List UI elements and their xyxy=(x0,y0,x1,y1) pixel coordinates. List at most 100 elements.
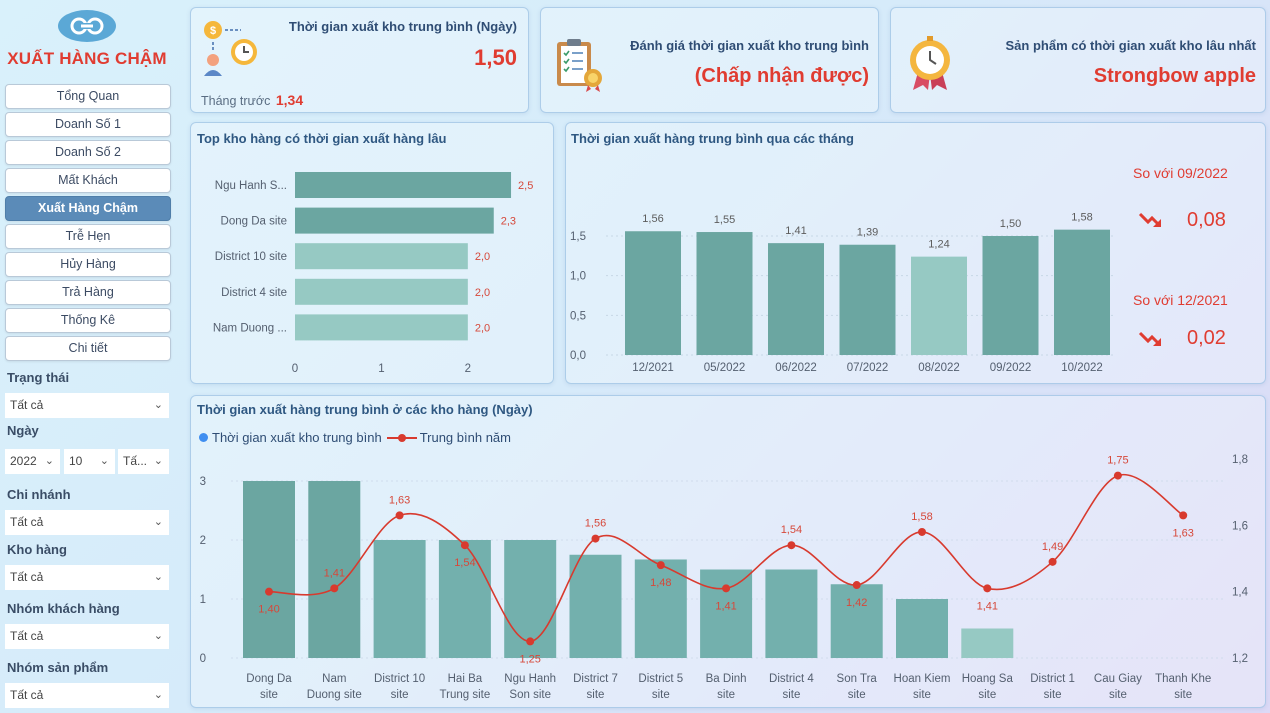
kpi-prev-month-label: Tháng trước xyxy=(201,94,271,108)
nav-button-7[interactable]: Trả Hàng xyxy=(5,280,171,305)
stopwatch-award-icon xyxy=(910,36,950,90)
kpi-prev-month-value: 1,34 xyxy=(275,92,304,108)
nav-button-4[interactable]: Xuất Hàng Chậm xyxy=(5,196,171,221)
filter-status-label: Trạng thái xyxy=(7,370,70,385)
y-right-tick-label: 1,4 xyxy=(1232,587,1249,599)
data-label: 1,39 xyxy=(857,227,878,239)
nav-button-9[interactable]: Chi tiết xyxy=(5,336,171,361)
sidebar: XUẤT HÀNG CHẬM Tổng Quan Doanh Số 1 Doanh … xyxy=(0,0,178,713)
x-tick-label: site xyxy=(1044,689,1062,701)
line-point xyxy=(918,527,926,536)
line-data-label: 1,54 xyxy=(781,524,802,536)
x-tick-label: Dong Da xyxy=(246,673,292,685)
x-tick-label: 08/2022 xyxy=(918,362,960,374)
filter-customer-group-select[interactable]: Tất cả ⌄ xyxy=(5,624,169,649)
line-point xyxy=(591,534,600,543)
y-tick-label: 1,0 xyxy=(570,271,586,283)
bar xyxy=(700,569,753,658)
y-right-tick-label: 1,6 xyxy=(1232,520,1248,532)
x-tick-label: Thanh Khe xyxy=(1155,673,1211,685)
line-data-label: 1,41 xyxy=(715,600,736,612)
nav-button-0[interactable]: Tổng Quan xyxy=(5,84,171,109)
line-point xyxy=(787,541,796,550)
legend-line-series: Trung bình năm xyxy=(419,430,511,445)
line-data-label: 1,63 xyxy=(389,494,410,506)
data-label: 2,5 xyxy=(518,180,533,192)
nav-button-8[interactable]: Thống Kê xyxy=(5,308,171,333)
y-left-tick-label: 0 xyxy=(200,653,206,665)
x-tick-label: 0 xyxy=(292,363,298,375)
legend-bar-series: Thời gian xuất kho trung bình xyxy=(212,430,382,445)
y-tick-label: District 10 site xyxy=(215,251,287,263)
filter-month-select[interactable]: 10 ⌄ xyxy=(64,449,115,474)
x-tick-label: 2 xyxy=(465,363,471,375)
nav-button-2[interactable]: Doanh Số 2 xyxy=(5,140,171,165)
x-tick-label: site xyxy=(1109,689,1127,701)
bar xyxy=(308,481,361,658)
filter-warehouse-select[interactable]: Tất cả ⌄ xyxy=(5,565,169,590)
chart-top-warehouses-plot: Ngu Hanh S... 2,5 Dong Da site 2,3 District … xyxy=(213,172,533,375)
filter-product-group-select[interactable]: Tất cả ⌄ xyxy=(5,683,169,708)
filter-year-select[interactable]: 2022 ⌄ xyxy=(5,449,60,474)
data-label: 2,0 xyxy=(475,322,490,334)
line-data-label: 1,42 xyxy=(846,597,867,609)
x-tick-label: site xyxy=(782,689,800,701)
x-tick-label: 06/2022 xyxy=(775,362,817,374)
bar xyxy=(243,481,295,658)
chart-monthly-time-title: Thời gian xuất hàng trung bình qua các t… xyxy=(571,131,854,146)
chart-monthly-time-plot: 0,0 0,5 1,0 1,5 1,56 12/2021 1,55 05/2022 1,41 06… xyxy=(570,212,1114,374)
x-tick-label: site xyxy=(978,689,996,701)
nav-button-1[interactable]: Doanh Số 1 xyxy=(5,112,171,137)
x-tick-label: site xyxy=(913,689,931,701)
chevron-down-icon: ⌄ xyxy=(153,516,163,528)
line-point xyxy=(330,584,339,593)
x-tick-label: site xyxy=(587,689,605,701)
data-label: 1,56 xyxy=(642,213,663,225)
x-tick-label: 12/2021 xyxy=(632,362,674,374)
bar xyxy=(625,231,681,355)
y-tick-label: Dong Da site xyxy=(221,216,287,228)
bar xyxy=(830,584,883,658)
filter-branch-select[interactable]: Tất cả ⌄ xyxy=(5,510,169,535)
y-tick-label: Ngu Hanh S... xyxy=(215,180,287,192)
x-tick-label: site xyxy=(260,689,278,701)
bar xyxy=(765,569,818,658)
filter-day-select[interactable]: Tấ... ⌄ xyxy=(118,449,169,474)
nav-button-3[interactable]: Mất Khách xyxy=(5,168,171,193)
compare-dec-value: 0,02 xyxy=(1187,327,1226,349)
bar xyxy=(839,244,896,355)
chart-monthly-time: Thời gian xuất hàng trung bình qua các t… xyxy=(565,122,1266,384)
line-point xyxy=(983,584,992,593)
chart-warehouse-time: Thời gian xuất hàng trung bình ở các kho… xyxy=(190,395,1266,708)
bar xyxy=(696,232,753,355)
x-tick-label: Hoan Kiem xyxy=(894,673,951,685)
nav-button-5[interactable]: Trễ Hẹn xyxy=(5,224,171,249)
bar xyxy=(373,540,426,658)
x-tick-label: site xyxy=(652,689,670,701)
data-label: 1,55 xyxy=(714,214,735,226)
compare-dec-label: So với 12/2021 xyxy=(1133,292,1228,308)
chart-legend: Thời gian xuất kho trung bình Trung bình… xyxy=(199,430,511,445)
kpi-avg-time-value: 1,50 xyxy=(474,45,517,70)
line-data-label: 1,48 xyxy=(650,577,671,589)
x-tick-label: Son site xyxy=(509,689,551,701)
bar xyxy=(295,207,494,234)
filter-branch-label: Chi nhánh xyxy=(7,487,71,502)
line-data-label: 1,41 xyxy=(977,600,998,612)
line-point xyxy=(526,637,535,646)
x-tick-label: Ngu Hanh xyxy=(504,673,556,685)
x-tick-label: Hai Ba xyxy=(448,673,483,685)
x-tick-label: 09/2022 xyxy=(990,362,1032,374)
x-tick-label: Hoang Sa xyxy=(962,673,1014,685)
x-tick-label: site xyxy=(1174,689,1192,701)
bar xyxy=(295,172,512,198)
x-tick-label: District 7 xyxy=(573,673,618,685)
x-tick-label: site xyxy=(391,689,409,701)
bar xyxy=(295,243,468,270)
line-data-label: 1,75 xyxy=(1107,455,1128,467)
x-tick-label: District 5 xyxy=(638,673,683,685)
nav-button-6[interactable]: Hủy Hàng xyxy=(5,252,171,277)
filter-status-select[interactable]: Tất cả ⌄ xyxy=(5,393,169,418)
bar xyxy=(634,559,687,658)
line-point xyxy=(460,541,469,550)
